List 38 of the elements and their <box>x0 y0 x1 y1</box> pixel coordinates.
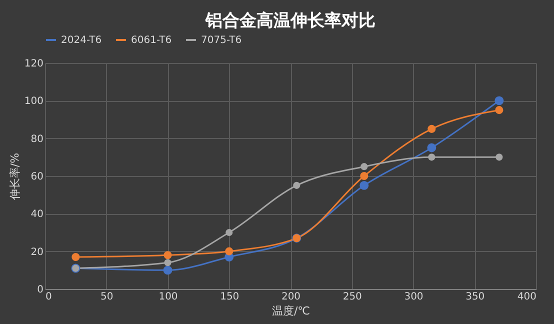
point <box>225 247 234 256</box>
point <box>360 172 368 180</box>
point <box>226 228 233 236</box>
point <box>360 163 368 170</box>
point <box>72 252 80 262</box>
x-axis-title: 温度/℃ <box>272 304 310 318</box>
point <box>163 266 172 275</box>
x-tick-label: 350 <box>466 292 485 302</box>
x-tick-label: 300 <box>404 292 424 302</box>
y-tick-label: 100 <box>24 96 44 108</box>
chart-title: 铝合金高温伸长率对比 <box>204 11 376 31</box>
x-tick-label: 100 <box>158 292 178 302</box>
y-tick-label: 0 <box>37 284 44 296</box>
point <box>164 251 172 260</box>
point <box>428 124 436 133</box>
point <box>360 180 369 190</box>
point <box>494 96 504 106</box>
x-tick-label: 400 <box>517 292 536 302</box>
point <box>293 182 300 189</box>
x-tick-label: 200 <box>281 292 301 302</box>
y-tick-label: 20 <box>30 246 44 258</box>
point <box>495 106 504 114</box>
x-tick-label: 150 <box>220 292 240 302</box>
legend-label: 2024-T6 <box>61 35 102 46</box>
y-axis-title: 伸长率/% <box>8 152 22 200</box>
point <box>496 154 503 161</box>
point <box>428 154 436 161</box>
y-tick-label: 120 <box>24 58 44 70</box>
y-tick-label: 40 <box>30 209 44 220</box>
legend-label: 6061-T6 <box>131 35 172 46</box>
x-tick-label: 250 <box>342 292 362 302</box>
y-tick-label: 80 <box>30 134 44 145</box>
y-tick-label: 60 <box>30 172 44 182</box>
x-tick-label: 50 <box>100 292 114 302</box>
x-tick-label: 0 <box>46 292 52 302</box>
point <box>427 143 436 152</box>
point <box>164 259 172 266</box>
legend-label: 7075-T6 <box>201 35 242 46</box>
